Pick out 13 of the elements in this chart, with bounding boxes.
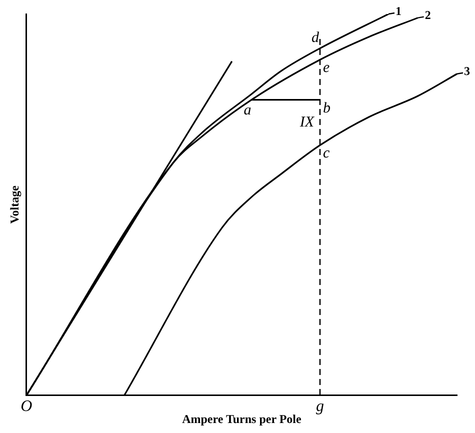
legend-label: 2 xyxy=(424,8,431,22)
annotation: b xyxy=(322,100,331,116)
legend-label: 1 xyxy=(395,4,402,18)
annotation: c xyxy=(322,146,330,162)
legend-label: 3 xyxy=(464,64,470,78)
x-tick-label: O xyxy=(20,398,33,416)
annotation: e xyxy=(322,60,330,76)
annotation: a xyxy=(244,102,252,118)
annotation: IX xyxy=(298,114,315,131)
y-axis-title: Voltage xyxy=(7,184,22,224)
x-tick-label: g xyxy=(316,398,324,416)
annotation: d xyxy=(311,30,320,46)
x-axis-title: Ampere Turns per Pole xyxy=(182,412,302,426)
